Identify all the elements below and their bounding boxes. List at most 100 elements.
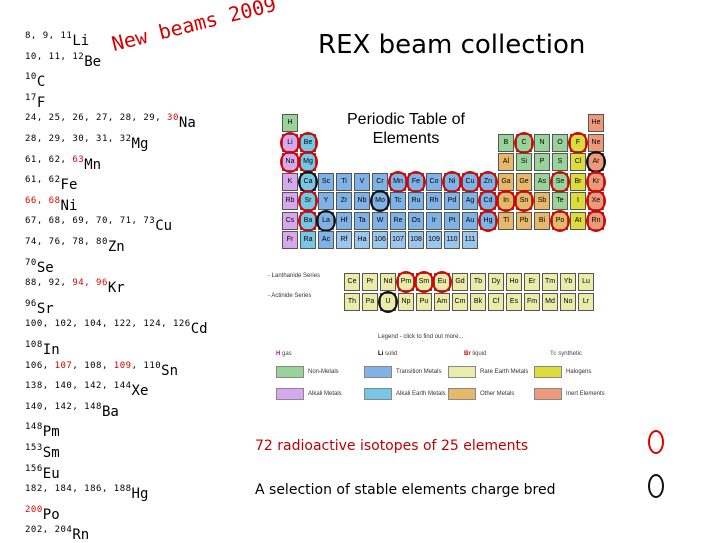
element-cell[interactable]: Rf: [336, 231, 352, 249]
element-cell[interactable]: 110: [444, 231, 460, 249]
element-cell[interactable]: Lr: [578, 293, 594, 311]
element-cell[interactable]: Bk: [470, 293, 486, 311]
element-cell[interactable]: Y: [318, 192, 334, 210]
element-cell[interactable]: Os: [408, 211, 424, 230]
legend-swatch[interactable]: [534, 388, 562, 400]
element-cell[interactable]: Np: [398, 293, 414, 311]
element-cell[interactable]: 111: [462, 231, 478, 249]
legend-swatch[interactable]: [534, 366, 562, 378]
legend-swatch[interactable]: [364, 388, 392, 400]
element-cell[interactable]: I: [570, 192, 586, 210]
element-cell[interactable]: Yb: [560, 273, 576, 291]
element-cell[interactable]: Ti: [336, 172, 352, 191]
element-cell[interactable]: Cs: [282, 211, 298, 230]
element-cell[interactable]: Ag: [462, 192, 478, 210]
element-cell[interactable]: V: [354, 172, 370, 191]
element-cell[interactable]: Ra: [300, 231, 316, 249]
element-cell[interactable]: Ge: [516, 172, 532, 191]
element-cell[interactable]: As: [534, 172, 550, 191]
element-cell[interactable]: Dy: [488, 273, 504, 291]
element-cell[interactable]: Md: [542, 293, 558, 311]
element-cell[interactable]: Rb: [282, 192, 298, 210]
element-cell[interactable]: Gd: [452, 273, 468, 291]
isotope-entry: 100, 102, 104, 122, 124, 126Cd: [25, 318, 208, 337]
element-cell[interactable]: Pr: [362, 273, 378, 291]
element-symbol: Sn: [161, 362, 179, 379]
element-cell[interactable]: Ha: [354, 231, 370, 249]
element-cell[interactable]: S: [552, 153, 568, 171]
legend-title[interactable]: Legend - click to find out more...: [378, 334, 464, 340]
element-cell[interactable]: Pa: [362, 293, 378, 311]
element-cell[interactable]: Au: [462, 211, 478, 230]
element-cell[interactable]: Cm: [452, 293, 468, 311]
element-cell[interactable]: Cr: [372, 172, 388, 191]
element-cell[interactable]: Te: [552, 192, 568, 210]
element-cell[interactable]: Co: [426, 172, 442, 191]
element-cell[interactable]: Pd: [444, 192, 460, 210]
element-cell[interactable]: P: [534, 153, 550, 171]
element-cell[interactable]: 107: [390, 231, 406, 249]
periodic-table[interactable]: Periodic Table of Elements Legend - clic…: [268, 96, 618, 406]
element-cell[interactable]: Sb: [534, 192, 550, 210]
element-cell[interactable]: K: [282, 172, 298, 191]
legend-swatch[interactable]: [276, 366, 304, 378]
element-cell[interactable]: Er: [524, 273, 540, 291]
element-cell[interactable]: H: [282, 114, 298, 132]
element-cell[interactable]: Tm: [542, 273, 558, 291]
element-cell[interactable]: Rh: [426, 192, 442, 210]
element-cell[interactable]: At: [570, 211, 586, 230]
element-cell[interactable]: Ne: [588, 133, 604, 152]
element-cell[interactable]: Th: [344, 293, 360, 311]
mass-numbers: 10: [25, 72, 37, 82]
element-cell[interactable]: Bi: [534, 211, 550, 230]
element-cell[interactable]: Si: [516, 153, 532, 171]
element-cell[interactable]: W: [372, 211, 388, 230]
element-cell[interactable]: Es: [506, 293, 522, 311]
element-cell[interactable]: Am: [434, 293, 450, 311]
legend-swatch[interactable]: [448, 388, 476, 400]
legend-swatch[interactable]: [364, 366, 392, 378]
element-cell[interactable]: Pu: [416, 293, 432, 311]
element-cell[interactable]: Cl: [570, 153, 586, 171]
element-cell[interactable]: Pt: [444, 211, 460, 230]
element-cell[interactable]: Al: [498, 153, 514, 171]
element-cell[interactable]: Tl: [498, 211, 514, 230]
element-cell[interactable]: Pb: [516, 211, 532, 230]
element-cell[interactable]: Re: [390, 211, 406, 230]
element-cell[interactable]: No: [560, 293, 576, 311]
radioactive-circle-marker: [514, 131, 534, 154]
element-cell[interactable]: Sc: [318, 172, 334, 191]
element-cell[interactable]: Ta: [354, 211, 370, 230]
element-cell[interactable]: 108: [408, 231, 424, 249]
element-cell[interactable]: Ir: [426, 211, 442, 230]
element-cell[interactable]: Nb: [354, 192, 370, 210]
element-symbol: Pm: [42, 424, 60, 441]
element-cell[interactable]: O: [552, 133, 568, 152]
element-cell[interactable]: He: [588, 114, 604, 132]
new-mass-number: 63: [72, 154, 85, 165]
element-cell[interactable]: Ru: [408, 192, 424, 210]
mass-numbers: 28, 29, 30, 31, 32: [25, 134, 132, 144]
legend-swatch[interactable]: [448, 366, 476, 378]
element-cell[interactable]: Ga: [498, 172, 514, 191]
element-cell[interactable]: Br: [570, 172, 586, 191]
legend-swatch[interactable]: [276, 388, 304, 400]
element-cell[interactable]: 109: [426, 231, 442, 249]
element-cell[interactable]: Tc: [390, 192, 406, 210]
element-cell[interactable]: Zr: [336, 192, 352, 210]
element-cell[interactable]: Fr: [282, 231, 298, 249]
element-cell[interactable]: 106: [372, 231, 388, 249]
element-cell[interactable]: Fm: [524, 293, 540, 311]
isotope-entry: 61, 62Fe: [25, 174, 77, 193]
element-cell[interactable]: B: [498, 133, 514, 152]
element-cell[interactable]: Ac: [318, 231, 334, 249]
element-symbol: Ba: [101, 403, 119, 420]
element-cell[interactable]: Cf: [488, 293, 504, 311]
element-cell[interactable]: Tb: [470, 273, 486, 291]
element-cell[interactable]: Ho: [506, 273, 522, 291]
element-cell[interactable]: Lu: [578, 273, 594, 291]
element-cell[interactable]: Nd: [380, 273, 396, 291]
element-cell[interactable]: N: [534, 133, 550, 152]
element-cell[interactable]: Hf: [336, 211, 352, 230]
element-cell[interactable]: Ce: [344, 273, 360, 291]
